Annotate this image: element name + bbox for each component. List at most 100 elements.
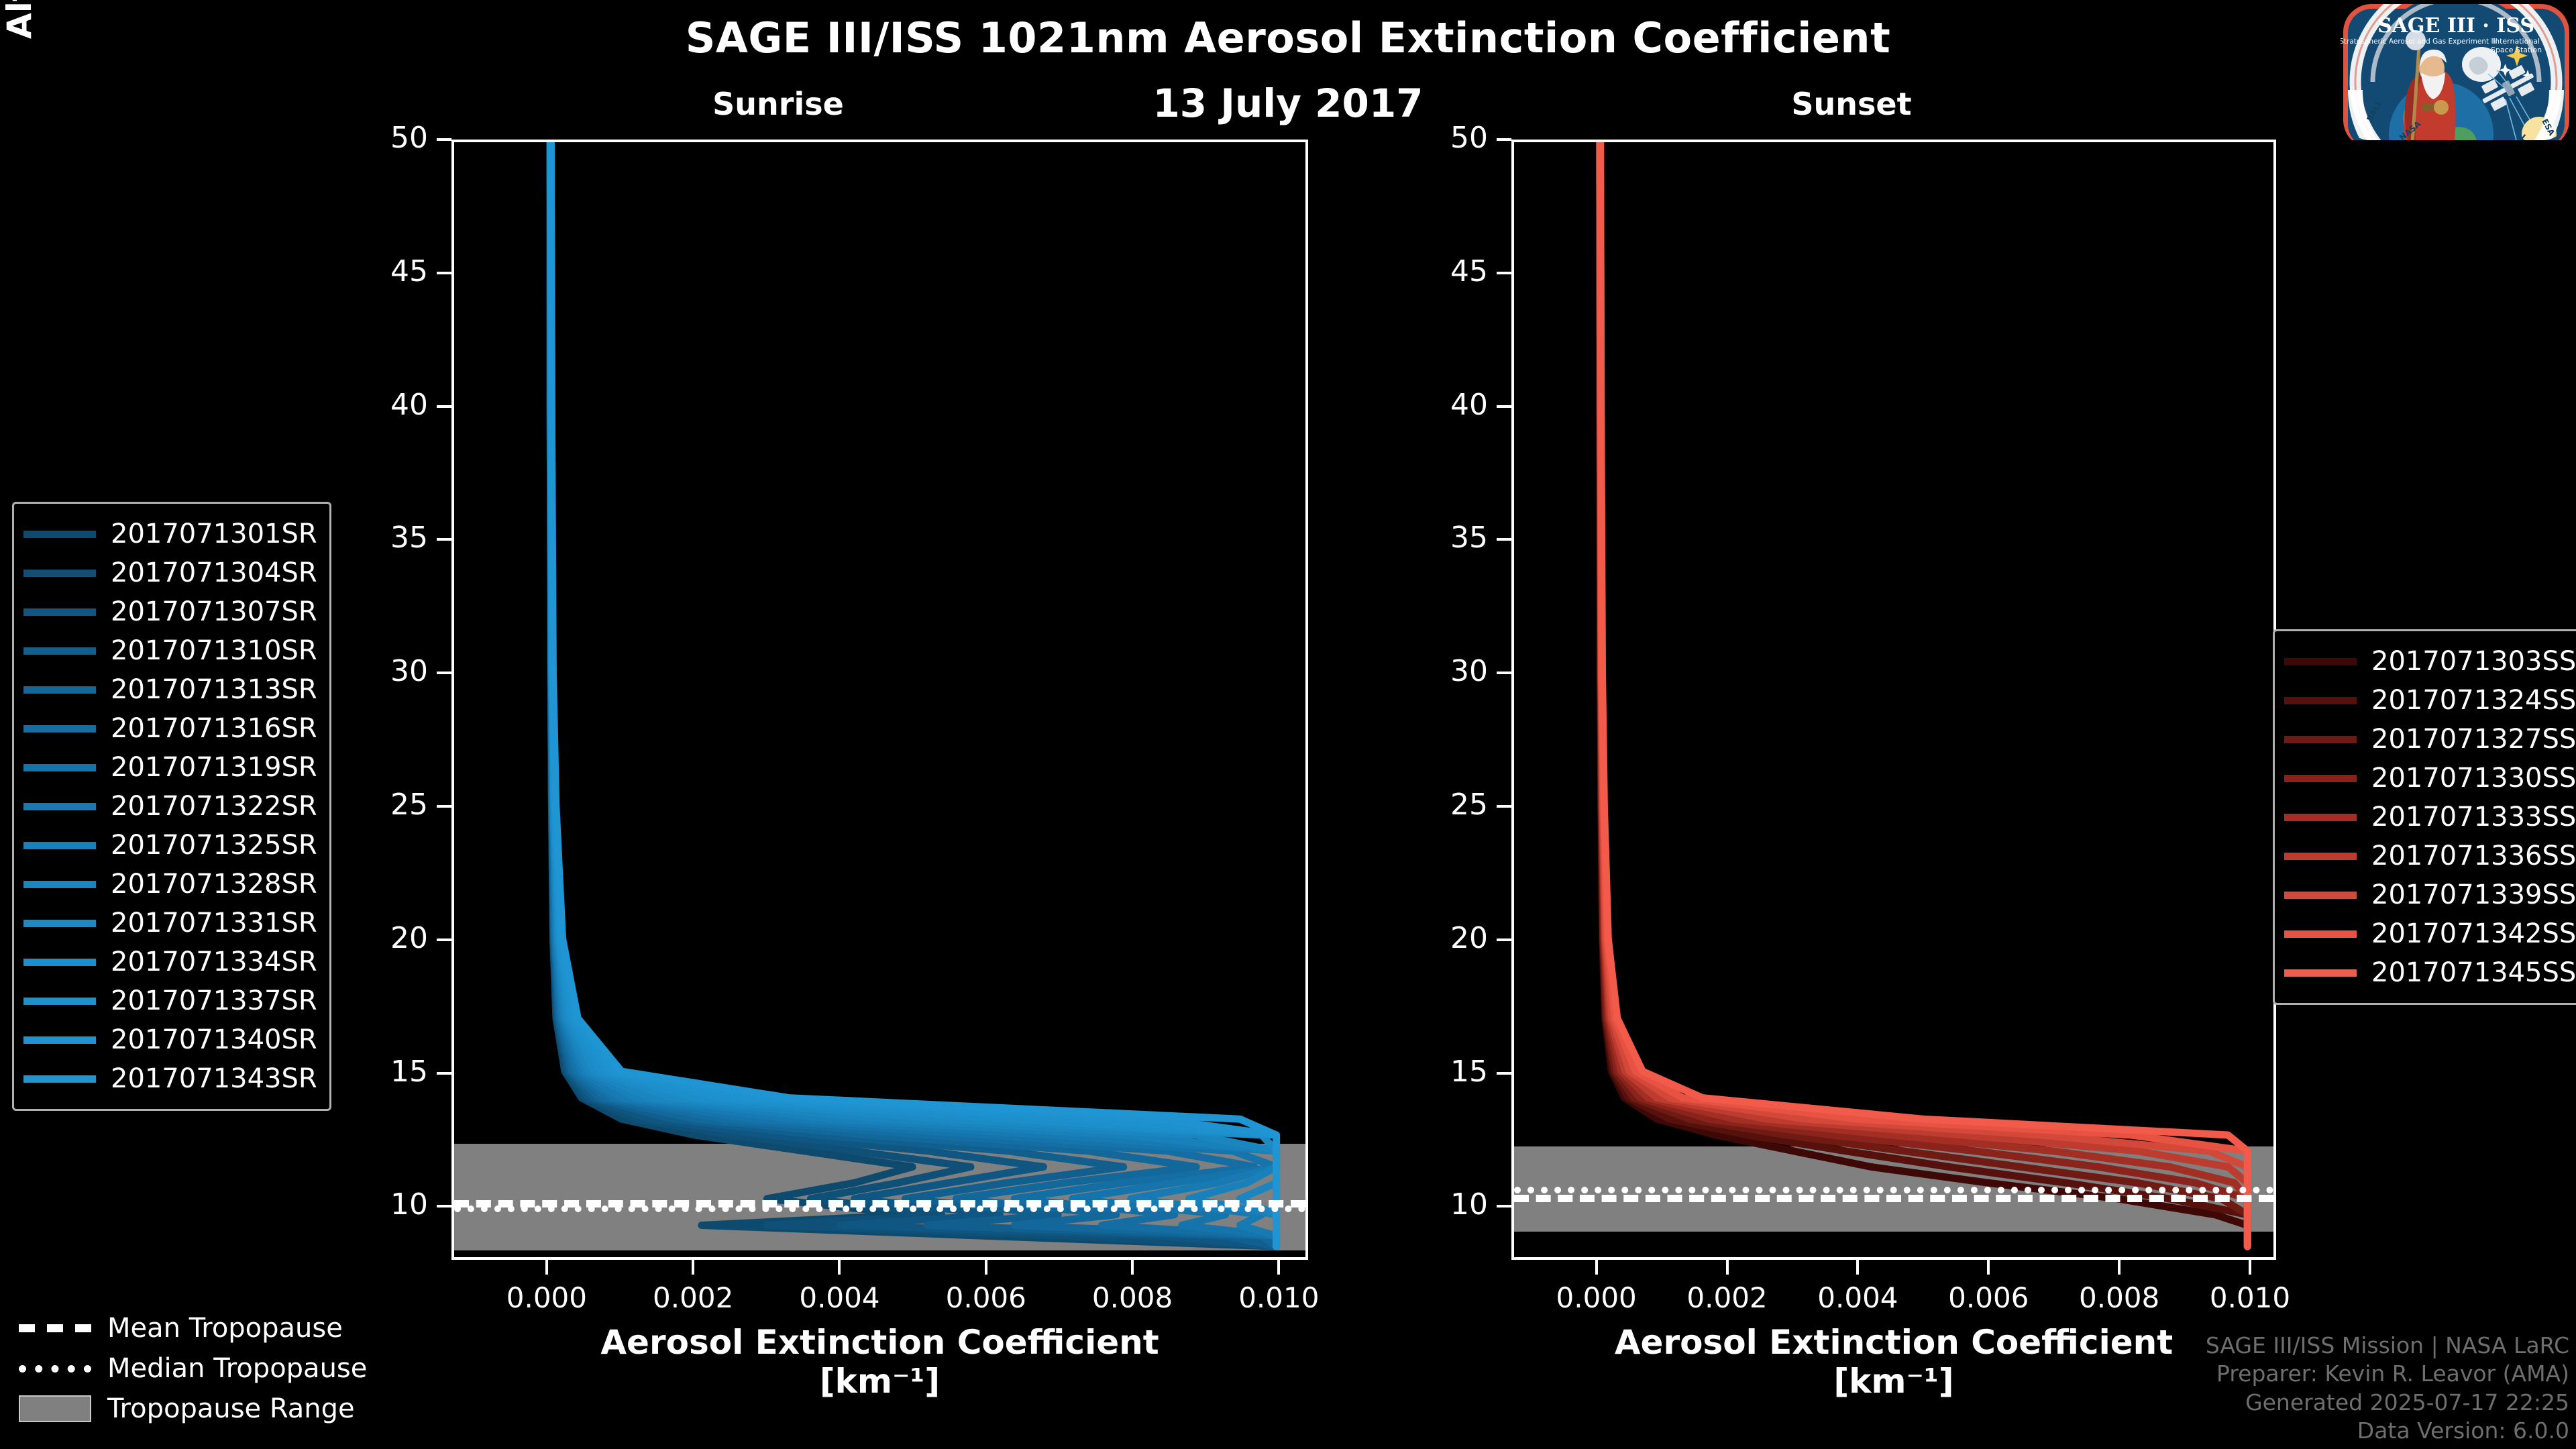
x-tick-label: 0.006 (945, 1281, 1026, 1314)
tropopause-legend-item: Mean Tropopause (19, 1308, 367, 1348)
legend-item[interactable]: 2017071319SR (23, 748, 317, 787)
legend-label: 2017071313SR (111, 674, 317, 705)
y-tick-label: 45 (390, 254, 428, 288)
legend-label: 2017071333SS (2371, 802, 2576, 833)
x-tick-label: 0.004 (799, 1281, 880, 1314)
series-line (1596, 142, 2251, 1250)
y-tick (437, 405, 451, 408)
y-tick-label: 15 (390, 1054, 428, 1089)
credits-block: SAGE III/ISS Mission | NASA LaRC Prepare… (2206, 1332, 2569, 1445)
legend-item[interactable]: 2017071324SS (2284, 681, 2576, 720)
y-tick (1497, 271, 1511, 274)
legend-label: 2017071336SS (2371, 841, 2576, 871)
x-tick-label: 0.008 (2079, 1281, 2160, 1314)
legend-item[interactable]: 2017071343SR (23, 1059, 317, 1098)
legend-item[interactable]: 2017071325SR (23, 826, 317, 865)
legend-color-swatch (2284, 891, 2357, 899)
credits-line-4: Data Version: 6.0.0 (2357, 1417, 2569, 1444)
y-tick (1497, 405, 1511, 408)
legend-label: 2017071331SR (111, 908, 317, 938)
legend-item[interactable]: 2017071328SR (23, 865, 317, 904)
tropopause-range-swatch (19, 1395, 91, 1422)
legend-label: 2017071301SR (111, 519, 317, 549)
y-tick (437, 1205, 451, 1208)
x-tick (1725, 1260, 1729, 1275)
y-tick-label: 30 (390, 654, 428, 689)
x-tick (1856, 1260, 1860, 1275)
legend-item[interactable]: 2017071345SS (2284, 953, 2576, 992)
legend-label: 2017071334SR (111, 947, 317, 977)
logo-subtitle-right-1: International (2493, 37, 2540, 46)
y-tick (1497, 1071, 1511, 1075)
sunset-legend[interactable]: 2017071303SS 2017071324SS 2017071327SS 2017… (2273, 629, 2576, 1005)
logo-subtitle-right-2: Space Station (2491, 46, 2542, 54)
series-line (1596, 142, 2251, 1250)
x-tick (1987, 1260, 1990, 1275)
legend-item[interactable]: 2017071322SR (23, 787, 317, 826)
legend-item[interactable]: 2017071340SR (23, 1020, 317, 1059)
legend-label: 2017071303SS (2371, 646, 2576, 677)
credits-line-2: Preparer: Kevin R. Leavor (AMA) (2216, 1360, 2569, 1387)
series-line (1596, 142, 2251, 1250)
legend-item[interactable]: 2017071301SR (23, 515, 317, 553)
sunset-mean-tropopause-line (1514, 1194, 2273, 1202)
credits-line-3: Generated 2025-07-17 22:25 (2245, 1389, 2569, 1415)
legend-item[interactable]: 2017071303SS (2284, 642, 2576, 681)
legend-label: 2017071319SR (111, 752, 317, 783)
legend-color-swatch (23, 724, 96, 733)
x-tick-label: 0.004 (1817, 1281, 1898, 1314)
legend-item[interactable]: 2017071336SS (2284, 837, 2576, 875)
legend-color-swatch (2284, 696, 2357, 704)
x-tick-label: 0.010 (1238, 1281, 1320, 1314)
legend-color-swatch (2284, 735, 2357, 743)
legend-color-swatch (2284, 813, 2357, 821)
legend-color-swatch (23, 802, 96, 810)
sunrise-mean-tropopause-line (454, 1199, 1305, 1208)
x-tick-label: 0.000 (506, 1281, 587, 1314)
sunset-median-tropopause-line (1514, 1186, 2273, 1193)
legend-color-swatch (23, 880, 96, 888)
legend-item[interactable]: 2017071307SR (23, 592, 317, 631)
legend-item[interactable]: 2017071333SS (2284, 798, 2576, 837)
sunrise-xaxis-label: Aerosol Extinction Coefficient (600, 1323, 1159, 1362)
series-line (1596, 142, 2251, 1250)
tropopause-legend-item: Tropopause Range (19, 1389, 367, 1429)
x-tick (984, 1260, 987, 1275)
legend-item[interactable]: 2017071337SR (23, 981, 317, 1020)
y-tick-label: 20 (1450, 920, 1488, 955)
tropopause-legend-label: Mean Tropopause (107, 1313, 343, 1344)
legend-color-swatch (23, 763, 96, 771)
y-tick-label: 10 (390, 1187, 428, 1222)
legend-item[interactable]: 2017071327SS (2284, 720, 2576, 759)
y-tick (437, 805, 451, 808)
y-tick-label: 50 (1450, 121, 1488, 155)
sunrise-legend[interactable]: 2017071301SR 2017071304SR 2017071307SR 2017… (12, 502, 331, 1111)
legend-color-swatch (2284, 969, 2357, 977)
date-title: 13 July 2017 (1152, 80, 1424, 126)
y-tick (1497, 1205, 1511, 1208)
legend-item[interactable]: 2017071330SS (2284, 759, 2576, 798)
y-tick (437, 672, 451, 675)
legend-item[interactable]: 2017071313SR (23, 670, 317, 709)
legend-item[interactable]: 2017071310SR (23, 631, 317, 670)
y-tick (1497, 138, 1511, 141)
logo-subtitle-left: Stratospheric Aerosol and Gas Experiment… (2341, 38, 2498, 46)
legend-item[interactable]: 2017071304SR (23, 553, 317, 592)
legend-item[interactable]: 2017071316SR (23, 709, 317, 748)
y-tick-label: 35 (390, 521, 428, 555)
y-tick (437, 271, 451, 274)
legend-label: 2017071324SS (2371, 685, 2576, 716)
legend-color-swatch (23, 686, 96, 694)
y-tick (437, 538, 451, 541)
legend-item[interactable]: 2017071331SR (23, 904, 317, 943)
logo-title: SAGE III · ISS (2377, 14, 2534, 38)
tropopause-legend-item: Median Tropopause (19, 1348, 367, 1389)
y-tick-label: 20 (390, 920, 428, 955)
legend-label: 2017071340SR (111, 1024, 317, 1055)
legend-color-swatch (23, 919, 96, 927)
legend-item[interactable]: 2017071334SR (23, 943, 317, 981)
legend-label: 2017071339SS (2371, 879, 2576, 910)
legend-item[interactable]: 2017071339SS (2284, 875, 2576, 914)
x-tick (1131, 1260, 1134, 1275)
legend-item[interactable]: 2017071342SS (2284, 914, 2576, 953)
